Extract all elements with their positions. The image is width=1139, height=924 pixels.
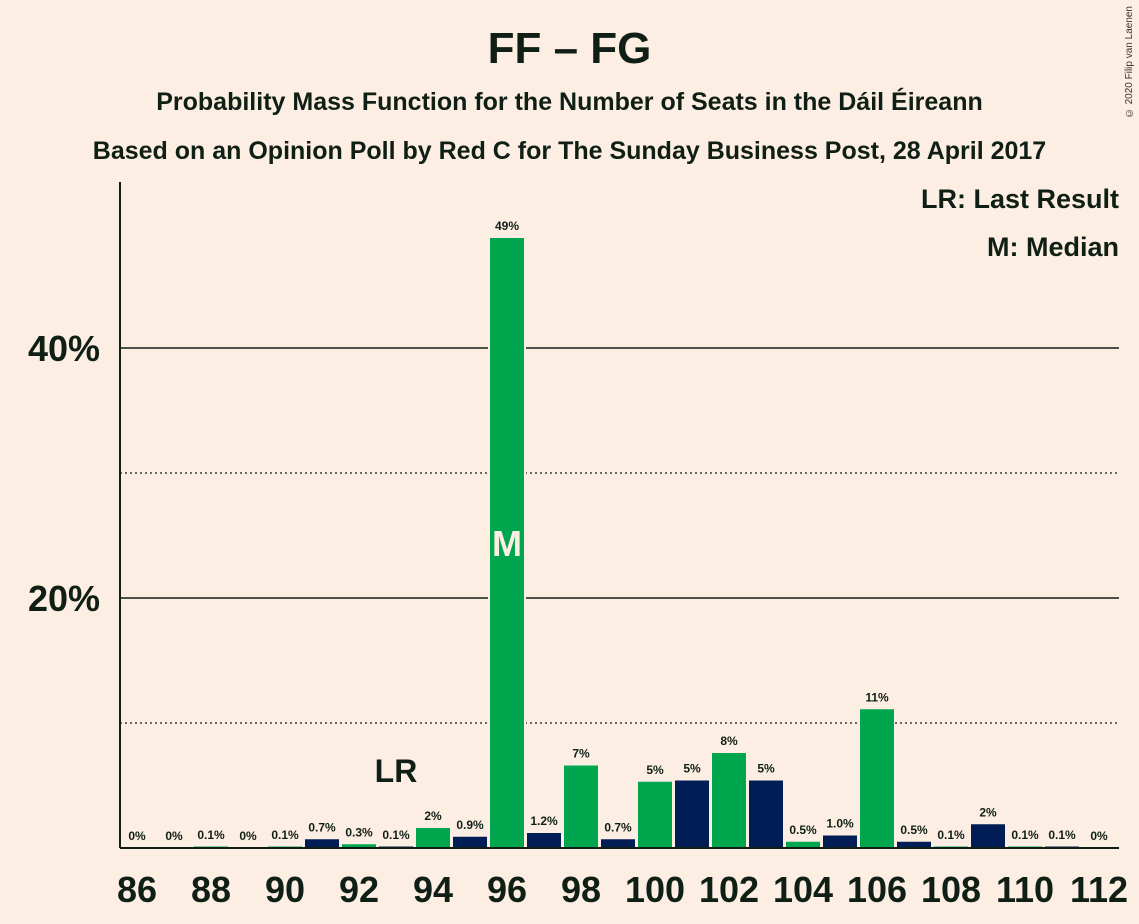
chart-title: FF – FG — [487, 24, 652, 73]
data-label: 0% — [1090, 829, 1108, 843]
data-label: 0.1% — [271, 828, 299, 842]
data-label: 0% — [128, 829, 146, 843]
bar-seat-104 — [786, 841, 820, 848]
data-label: 2% — [424, 809, 442, 823]
x-tick-label: 110 — [996, 869, 1054, 910]
data-label: 0.1% — [197, 828, 225, 842]
data-label: 0.1% — [1011, 828, 1039, 842]
bar-seat-97 — [527, 833, 561, 848]
last-result-marker: LR — [375, 753, 418, 789]
bar-seat-103 — [749, 780, 783, 848]
y-tick-label: 20% — [28, 578, 100, 619]
bar-seat-91 — [305, 839, 339, 848]
data-label: 0.9% — [456, 818, 484, 832]
data-label: 5% — [757, 762, 775, 776]
x-tick-label: 96 — [487, 869, 527, 910]
bar-seat-94 — [416, 828, 450, 848]
bar-seat-102 — [712, 753, 746, 848]
data-label: 0.7% — [604, 820, 632, 834]
y-tick-label: 40% — [28, 328, 100, 369]
data-label: 49% — [495, 219, 519, 233]
median-marker: M — [492, 523, 522, 564]
x-tick-label: 104 — [773, 869, 833, 910]
chart-source: Based on an Opinion Poll by Red C for Th… — [92, 137, 1047, 165]
x-tick-label: 86 — [117, 869, 157, 910]
x-tick-label: 112 — [1070, 869, 1128, 910]
bar-seat-92 — [342, 844, 376, 848]
bar-seat-98 — [564, 765, 598, 848]
data-label: 0.3% — [345, 825, 373, 839]
data-label: 0% — [165, 829, 183, 843]
x-tick-label: 108 — [921, 869, 981, 910]
legend-last-result: LR: Last Result — [920, 184, 1119, 214]
bar-seat-107 — [897, 841, 931, 848]
x-tick-label: 106 — [847, 869, 907, 910]
data-label: 11% — [865, 690, 889, 704]
data-label: 8% — [720, 734, 738, 748]
data-label: 0.5% — [900, 823, 928, 837]
data-label: 2% — [979, 805, 997, 819]
bar-seat-95 — [453, 836, 487, 848]
x-tick-label: 90 — [265, 869, 305, 910]
data-label: 1.0% — [826, 817, 854, 831]
bar-seat-105 — [823, 835, 857, 848]
data-label: 0.1% — [1048, 828, 1076, 842]
data-label: 0% — [239, 829, 257, 843]
bar-seat-100 — [638, 781, 672, 848]
x-tick-label: 92 — [339, 869, 379, 910]
data-label: 0.5% — [789, 823, 817, 837]
data-label: 0.1% — [382, 828, 410, 842]
legend-median: M: Median — [987, 232, 1119, 262]
data-label: 0.1% — [937, 828, 965, 842]
data-label: 7% — [572, 747, 590, 761]
data-label: 5% — [646, 763, 664, 777]
data-label: 5% — [683, 762, 701, 776]
x-tick-label: 100 — [625, 869, 685, 910]
chart-subtitle: Probability Mass Function for the Number… — [156, 88, 983, 116]
bar-seat-109 — [971, 824, 1005, 848]
x-tick-label: 88 — [191, 869, 231, 910]
x-tick-label: 94 — [413, 869, 453, 910]
bar-seat-106 — [860, 709, 894, 848]
x-tick-label: 102 — [699, 869, 759, 910]
bar-seat-101 — [675, 780, 709, 848]
x-tick-label: 98 — [561, 869, 601, 910]
data-label: 0.7% — [308, 820, 336, 834]
bar-seat-99 — [601, 839, 635, 848]
data-label: 1.2% — [530, 814, 558, 828]
